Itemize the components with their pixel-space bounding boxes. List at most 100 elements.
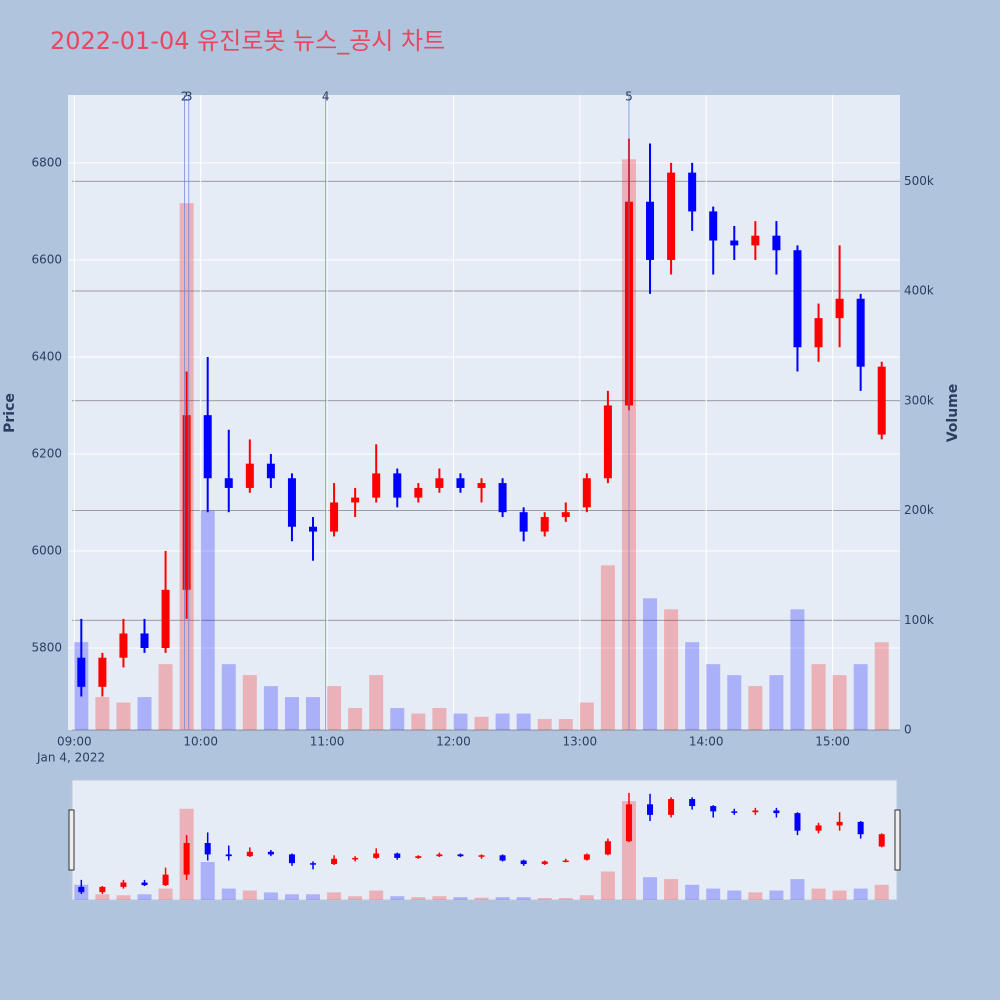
x-tick-label: 13:00 (563, 735, 598, 749)
y2-tick-label: 200k (904, 503, 934, 517)
candle-body (267, 851, 274, 855)
candle-body (245, 463, 254, 488)
candle-body (519, 512, 528, 532)
range-handle-right (894, 809, 901, 871)
range-handle-left (68, 809, 75, 871)
candle-body (752, 810, 759, 813)
volume-bar (284, 894, 299, 900)
candle-body (562, 860, 569, 863)
candle-body (330, 502, 339, 532)
volume-bar (516, 897, 531, 900)
y2-tick-label: 100k (904, 613, 934, 627)
volume-bar (158, 888, 173, 900)
x-tick-label: 10:00 (183, 735, 218, 749)
volume-bar (621, 801, 636, 900)
y2-tick-label: 300k (904, 393, 934, 407)
candle-body (477, 483, 486, 488)
plot-area (68, 95, 900, 730)
candle-body (857, 821, 864, 835)
volume-bar (832, 675, 847, 730)
volume-bar (853, 888, 868, 900)
volume-bar (874, 884, 889, 900)
volume-bar (727, 890, 742, 900)
candle-body (246, 851, 253, 857)
candle-body (414, 487, 423, 498)
candle-body (478, 855, 485, 857)
candle-body (203, 415, 212, 479)
annotation-label: 2 (181, 90, 189, 104)
candle-body (162, 874, 169, 886)
volume-bar (453, 713, 468, 730)
x-tick-label: 09:00 (57, 735, 92, 749)
volume-bar (200, 510, 215, 730)
volume-bar (600, 871, 615, 900)
candle-body (204, 842, 211, 855)
candle-body (647, 804, 654, 815)
candle-body (540, 517, 549, 532)
volume-bar (811, 888, 826, 900)
candle-body (352, 857, 359, 860)
volume-bar (327, 892, 342, 900)
candle-body (604, 841, 611, 855)
candle-body (120, 882, 127, 887)
volume-bar (137, 894, 152, 900)
y2-tick-label: 0 (904, 723, 912, 737)
candle-body (603, 405, 612, 479)
volume-bar (95, 697, 110, 730)
candle-body (266, 463, 275, 479)
candle-body (583, 854, 590, 860)
candle-body (140, 633, 149, 649)
candle-body (499, 855, 506, 861)
annotation-label: 3 (185, 90, 193, 104)
volume-bar (432, 708, 447, 730)
candle-body (415, 856, 422, 858)
volume-bar (685, 884, 700, 900)
volume-bar (411, 713, 426, 730)
candle-body (793, 250, 802, 348)
volume-bar (432, 896, 447, 900)
candle-body (878, 834, 885, 847)
candle-body (78, 886, 85, 893)
volume-bar (790, 879, 805, 900)
y-tick-label: 6800 (31, 155, 62, 169)
volume-bar (685, 642, 700, 730)
chart-title: 2022-01-04 유진로봇 뉴스_공시 차트 (50, 27, 445, 55)
y-tick-label: 5800 (31, 641, 62, 655)
candle-body (394, 853, 401, 858)
candle-body (309, 526, 318, 532)
volume-bar (348, 896, 363, 900)
volume-bar (116, 895, 131, 900)
volume-bar (263, 686, 278, 730)
candle-body (625, 804, 632, 842)
y2-axis-title: Volume (945, 384, 961, 443)
volume-bar (769, 890, 784, 900)
volume-bar (727, 675, 742, 730)
candle-body (119, 633, 128, 658)
candle-body (351, 497, 360, 503)
volume-bar (390, 708, 405, 730)
volume-bar (600, 565, 615, 730)
volume-bar (200, 861, 215, 900)
volume-bar (327, 686, 342, 730)
candle-body (224, 478, 233, 488)
volume-bar (664, 879, 679, 900)
candle-body (161, 589, 170, 649)
candle-body (456, 478, 465, 488)
volume-bar (474, 897, 489, 900)
candle-body (709, 211, 718, 241)
y-tick-label: 6200 (31, 446, 62, 460)
volume-bar (390, 896, 405, 900)
volume-bar (158, 664, 173, 730)
volume-bar (474, 716, 489, 730)
candle-body (794, 813, 801, 831)
candle-body (835, 298, 844, 319)
y-axis-title: Price (2, 393, 18, 433)
volume-bar (579, 895, 594, 900)
candle-body (582, 478, 591, 508)
volume-bar (495, 897, 510, 900)
candle-body (436, 854, 443, 857)
candle-body (773, 810, 780, 814)
candle-body (541, 861, 548, 865)
volume-bar (306, 894, 321, 900)
volume-bar (748, 686, 763, 730)
